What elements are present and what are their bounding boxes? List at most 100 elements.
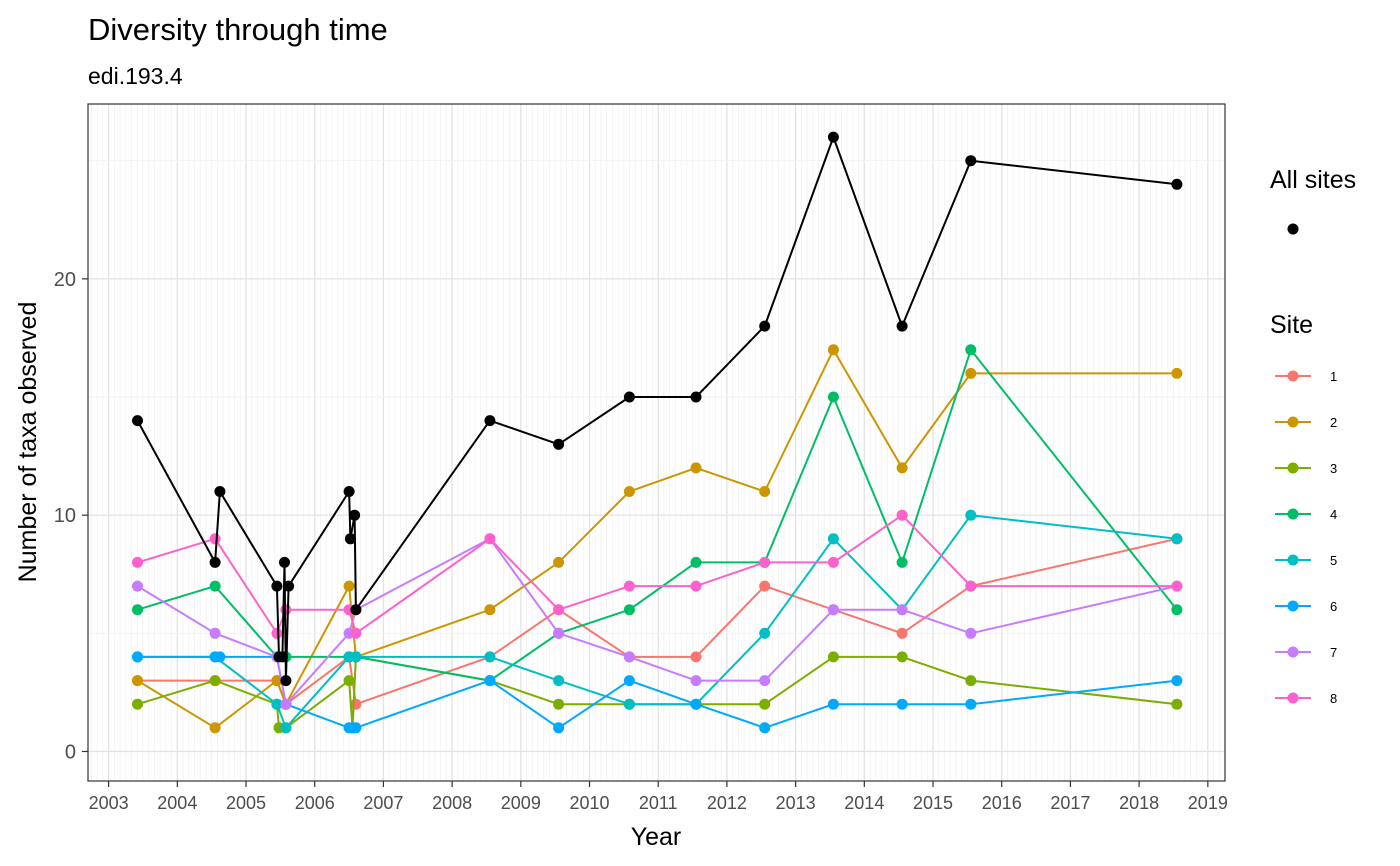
data-point-site-8 <box>690 580 702 592</box>
data-point-site-2 <box>209 722 221 734</box>
x-tick-label: 2018 <box>1119 793 1159 813</box>
data-point-all-sites <box>344 533 356 545</box>
data-point-site-2 <box>271 675 283 687</box>
data-point-all-sites <box>279 556 290 568</box>
data-point-site-3 <box>965 675 977 687</box>
data-point-site-6 <box>553 722 565 734</box>
legend-item-site-5: 5 <box>1275 553 1337 568</box>
legend-label: 7 <box>1330 645 1337 660</box>
data-point-site-2 <box>896 462 908 474</box>
legend-key-point <box>1287 600 1299 612</box>
x-tick-label: 2011 <box>639 793 678 813</box>
data-point-all-sites <box>276 651 288 663</box>
data-point-site-5 <box>350 651 362 663</box>
data-point-all-sites <box>214 486 226 497</box>
legend-item-site-4: 4 <box>1275 507 1337 522</box>
legend-key-point <box>1287 416 1299 428</box>
data-point-site-4 <box>1171 604 1183 616</box>
data-point-site-7 <box>690 675 702 687</box>
legend-label: 8 <box>1330 691 1337 706</box>
data-point-site-5 <box>1171 533 1183 545</box>
data-point-site-7 <box>209 627 221 639</box>
data-point-site-4 <box>623 604 635 616</box>
data-point-all-sites <box>209 556 221 568</box>
x-tick-label: 2016 <box>982 793 1022 813</box>
data-point-site-8 <box>759 556 771 568</box>
legend: All sites Site 1 2 3 4 5 6 7 8 <box>1270 166 1356 706</box>
data-point-site-2 <box>759 486 771 497</box>
data-point-site-6 <box>759 722 771 734</box>
data-point-site-7 <box>896 604 908 616</box>
data-point-site-8 <box>896 509 908 521</box>
series-lines <box>132 131 1183 734</box>
data-point-site-3 <box>759 698 771 710</box>
legend-item-site-6: 6 <box>1275 599 1337 614</box>
data-point-site-6 <box>827 698 839 710</box>
data-point-site-2 <box>343 580 355 592</box>
data-point-site-2 <box>553 556 565 568</box>
data-point-site-2 <box>132 675 143 687</box>
data-point-all-sites <box>553 438 565 450</box>
data-point-site-6 <box>623 675 635 687</box>
data-point-site-4 <box>965 344 977 356</box>
series-site-7 <box>132 533 1183 710</box>
data-point-site-5 <box>827 533 839 545</box>
y-axis-label: Number of taxa observed <box>14 302 42 583</box>
x-tick-label: 2004 <box>157 793 197 813</box>
y-tick-label: 10 <box>54 505 76 527</box>
data-point-site-3 <box>343 675 355 687</box>
axes: 2003 2004 2005 2006 2007 2008 2009 2010 2011 2012… <box>54 269 1228 813</box>
data-point-site-5 <box>623 698 635 710</box>
data-point-site-4 <box>690 556 702 568</box>
data-point-site-6 <box>965 698 977 710</box>
data-point-site-2 <box>690 462 702 474</box>
data-point-site-8 <box>132 556 143 568</box>
grid <box>88 104 1226 781</box>
data-point-all-sites <box>623 391 635 403</box>
legend-label: 1 <box>1330 369 1337 384</box>
x-tick-label: 2013 <box>776 793 816 813</box>
data-point-all-sites <box>484 415 496 427</box>
data-point-site-2 <box>623 486 635 497</box>
data-point-site-2 <box>965 367 977 379</box>
data-point-site-8 <box>209 533 221 545</box>
legend-label: 5 <box>1330 553 1337 568</box>
x-tick-label: 2012 <box>707 793 747 813</box>
data-point-site-6 <box>214 651 226 663</box>
data-point-site-3 <box>209 675 221 687</box>
data-point-site-8 <box>553 604 565 616</box>
data-point-site-2 <box>484 604 496 616</box>
data-point-site-1 <box>759 580 771 592</box>
legend-item-site-2: 2 <box>1275 415 1337 430</box>
data-point-site-8 <box>827 556 839 568</box>
x-tick-label: 2008 <box>432 793 472 813</box>
data-point-site-3 <box>553 698 565 710</box>
series-line-site-7 <box>136 537 1178 706</box>
series-line-all-sites <box>136 136 1178 682</box>
x-tick-label: 2009 <box>501 793 541 813</box>
legend-site-items: 1 2 3 4 5 6 7 8 <box>1275 369 1337 706</box>
data-point-all-sites <box>759 320 771 332</box>
x-tick-label: 2003 <box>89 793 129 813</box>
data-point-site-8 <box>350 627 362 639</box>
data-point-site-6 <box>896 698 908 710</box>
x-tick-label: 2006 <box>295 793 335 813</box>
legend-label: 3 <box>1330 461 1337 476</box>
series-site-5 <box>132 509 1183 734</box>
data-point-site-7 <box>553 627 565 639</box>
x-tick-label: 2007 <box>363 793 403 813</box>
chart-subtitle: edi.193.4 <box>88 63 183 89</box>
data-point-site-7 <box>623 651 635 663</box>
data-point-site-7 <box>965 627 977 639</box>
data-point-site-8 <box>623 580 635 592</box>
data-point-all-sites <box>1171 178 1183 190</box>
series-site-2 <box>132 344 1183 734</box>
x-tick-label: 2005 <box>226 793 266 813</box>
x-axis-label: Year <box>631 823 682 851</box>
data-point-site-5 <box>484 651 496 663</box>
legend-item-site-1: 1 <box>1275 369 1337 384</box>
data-point-site-8 <box>271 627 283 639</box>
data-point-site-8 <box>965 580 977 592</box>
data-point-site-6 <box>690 698 702 710</box>
